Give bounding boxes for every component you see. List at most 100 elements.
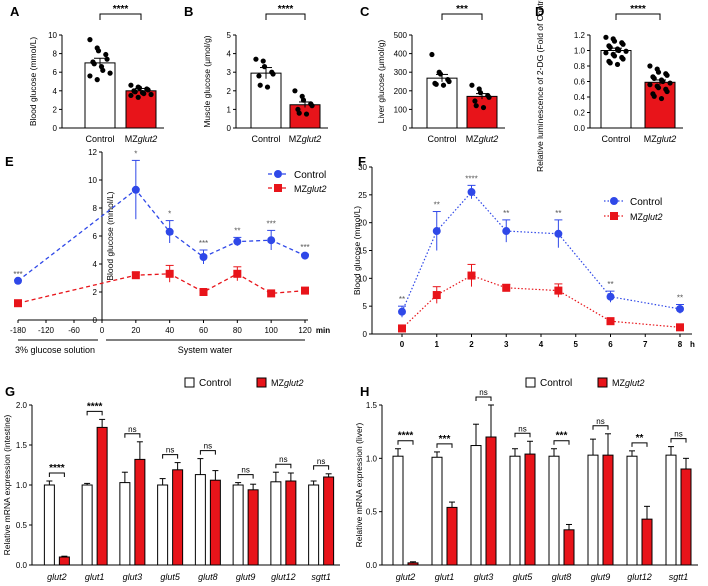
data-point-control [301, 251, 309, 260]
legend-marker-control [610, 197, 618, 205]
data-point-mzglut2 [267, 289, 276, 298]
x-unit-label: h [690, 340, 695, 349]
bar-control [119, 482, 131, 566]
bar-control [81, 484, 93, 566]
legend-label-control: Control [630, 197, 662, 208]
data-point [433, 81, 439, 87]
x-category-label: Control [601, 134, 630, 144]
x-tick-label: -60 [68, 326, 80, 335]
x-category-label: glut8 [552, 572, 572, 582]
bar-control [270, 481, 282, 566]
bar-control [665, 454, 677, 566]
legend-swatch-mzglut2 [597, 377, 608, 388]
significance-label: **** [278, 4, 294, 15]
data-point [647, 82, 653, 88]
significance-label: **** [465, 174, 477, 183]
y-tick-label: 1.2 [574, 31, 586, 40]
bar-control [392, 455, 404, 566]
bar-control [232, 484, 244, 566]
significance-bracket [124, 433, 141, 438]
y-axis-label: Blood glucose (mmol/L) [28, 37, 38, 126]
y-tick-label: 4 [53, 87, 58, 96]
significance-bracket [553, 440, 570, 445]
data-point-control [432, 227, 441, 236]
legend-label-mzglut2: MZglut2 [612, 378, 645, 388]
bar-control [548, 455, 560, 566]
panel-label: D [535, 4, 544, 19]
y-tick-label: 10 [48, 31, 57, 40]
significance-label: **** [113, 4, 129, 15]
data-point [614, 61, 621, 68]
bar-control [250, 72, 282, 129]
data-point [429, 51, 435, 58]
bar-control [600, 50, 632, 129]
x-category-label: glut9 [236, 572, 256, 582]
data-point [87, 73, 93, 79]
significance-label: ** [399, 295, 405, 304]
y-tick-label: 1.5 [16, 441, 28, 450]
data-point [473, 103, 479, 109]
data-point [296, 110, 302, 116]
phase-label: 3% glucose solution [15, 345, 95, 355]
x-category-label: glut1 [85, 572, 105, 582]
data-point [91, 61, 97, 67]
x-category-label: Control [251, 134, 280, 144]
x-category-label: sgtt1 [311, 572, 331, 582]
series-line-mzglut2 [17, 273, 306, 304]
data-point-control [267, 236, 276, 245]
data-point [664, 88, 670, 95]
data-point [303, 111, 310, 117]
data-point [655, 69, 662, 75]
data-point [135, 94, 141, 100]
y-tick-label: 25 [358, 191, 367, 200]
data-point [100, 67, 106, 73]
significance-bracket [199, 450, 216, 455]
significance-label: *** [456, 4, 468, 15]
legend-marker-mzglut2 [610, 212, 618, 220]
x-tick-label: 2 [469, 340, 474, 349]
data-point [270, 71, 276, 77]
y-tick-label: 0.5 [16, 521, 28, 530]
data-point [611, 53, 618, 59]
significance-label: ns [596, 417, 604, 426]
data-point-control [676, 304, 684, 313]
y-tick-label: 0.5 [366, 508, 378, 517]
y-tick-label: 0.4 [574, 93, 586, 102]
legend-swatch-control [525, 377, 536, 388]
y-tick-label: 5 [227, 31, 232, 40]
y-tick-label: 500 [394, 31, 408, 40]
x-category-label: glut5 [160, 572, 181, 582]
series-line-control [401, 191, 681, 312]
data-point-control [502, 227, 511, 236]
x-category-label: sgtt1 [669, 572, 689, 582]
significance-bracket [86, 410, 103, 416]
data-point-control [606, 292, 615, 301]
significance-label: *** [266, 219, 275, 228]
bar-mzglut2 [680, 468, 692, 566]
data-point-control [398, 307, 406, 316]
x-category-label: glut2 [47, 572, 67, 582]
legend-label-control: Control [540, 378, 572, 389]
y-tick-label: 4 [227, 50, 232, 59]
x-category-label: MZglut2 [289, 134, 322, 144]
y-tick-label: 0 [93, 316, 98, 325]
y-tick-label: 0.8 [574, 62, 586, 71]
bar-control [194, 474, 206, 566]
data-point [104, 56, 110, 62]
data-point [264, 84, 271, 90]
bar-control [587, 454, 599, 566]
x-category-label: glut12 [271, 572, 296, 582]
data-point-control [199, 253, 208, 261]
significance-label: ** [434, 201, 440, 210]
significance-label: *** [556, 431, 568, 442]
panel-label: E [5, 154, 14, 169]
x-tick-label: 120 [298, 326, 312, 335]
phase-label: System water [178, 345, 233, 355]
y-axis-label: Relative mRNA expression (intestine) [2, 414, 12, 555]
y-tick-label: 8 [93, 204, 98, 213]
data-point-control [14, 276, 22, 285]
significance-label: **** [398, 431, 414, 442]
data-point [260, 58, 266, 64]
y-axis-label: Relative mRNA expression (liver) [354, 422, 364, 547]
significance-label: ** [503, 209, 509, 218]
